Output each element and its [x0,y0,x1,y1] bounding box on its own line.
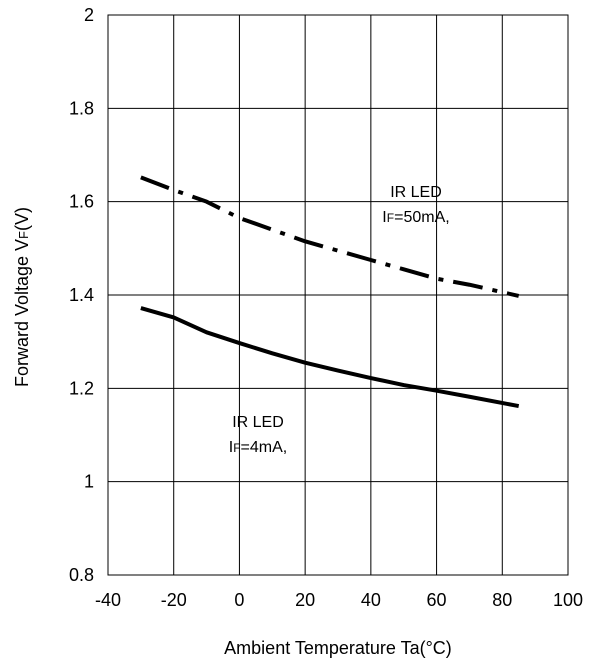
annotation-4ma-line1: IR LED [232,414,284,431]
y-tick-label: 1 [84,472,94,492]
y-tick-label: 2 [84,5,94,25]
series-line-4ma [140,306,520,409]
annotation-4ma-sub: F [233,441,240,455]
y-axis-title-main: Forward Voltage V [12,239,32,387]
annotation-50ma: IR LED IF=50mA, [382,184,449,226]
y-tick-label: 0.8 [69,565,94,585]
x-tick-label: 40 [361,590,381,610]
x-tick-labels: -40 -20 0 20 40 60 80 100 [95,590,583,610]
x-tick-label: 60 [427,590,447,610]
series-lines [140,175,520,409]
annotation-50ma-tail: =50mA, [394,209,450,226]
y-axis-title: Forward Voltage VF(V) [12,207,32,387]
x-tick-label: 20 [295,590,315,610]
annotation-4ma: IR LED IF=4mA, [229,414,287,456]
series-line-50ma [140,175,520,298]
annotation-50ma-sub: F [387,211,394,225]
x-tick-label: 80 [492,590,512,610]
annotation-4ma-tail: =4mA, [241,439,288,456]
annotation-50ma-line2: IF=50mA, [382,209,449,226]
annotation-4ma-line2: IF=4mA, [229,439,287,456]
y-tick-labels: 0.8 1 1.2 1.4 1.6 1.8 2 [69,5,94,585]
y-tick-label: 1.6 [69,192,94,212]
x-tick-label: 100 [553,590,583,610]
grid [107,14,569,576]
annotation-4ma-i: I [229,439,233,456]
x-axis-title: Ambient Temperature Ta(°C) [224,638,452,658]
annotation-50ma-i: I [382,209,386,226]
annotation-50ma-line1: IR LED [390,184,442,201]
y-axis-title-tail: (V) [12,207,32,231]
y-axis-title-sub: F [16,231,31,239]
x-tick-label: -40 [95,590,121,610]
x-tick-label: 0 [234,590,244,610]
y-tick-label: 1.4 [69,285,94,305]
x-tick-label: -20 [161,590,187,610]
y-tick-label: 1.2 [69,378,94,398]
y-tick-label: 1.8 [69,98,94,118]
